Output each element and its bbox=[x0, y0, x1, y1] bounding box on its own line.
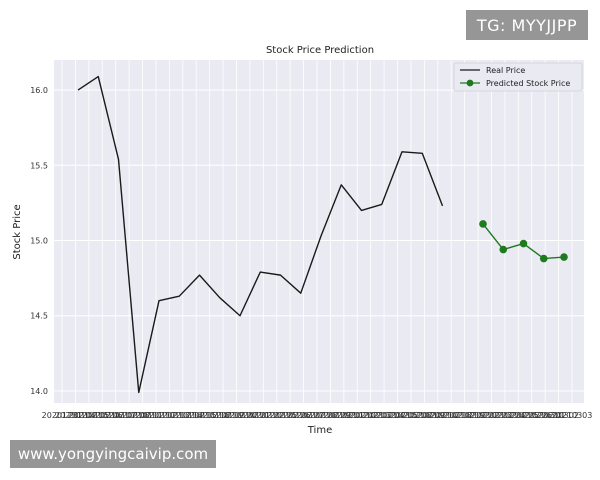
x-tick-label: 20210107 bbox=[95, 411, 136, 420]
x-tick-label: 20210114 bbox=[162, 411, 203, 420]
x-tick-label: 20210111 bbox=[122, 411, 163, 420]
series-point-1 bbox=[560, 253, 568, 261]
watermark-top: TG: MYYJJPP bbox=[466, 10, 588, 40]
x-tick-label: 20210126 bbox=[270, 411, 311, 420]
x-tick-label: 20210119 bbox=[203, 411, 244, 420]
x-tick-label: 20210127 bbox=[283, 411, 324, 420]
x-tick-label: 20210218 bbox=[431, 411, 472, 420]
x-tick-label: 20210125 bbox=[256, 411, 297, 420]
x-tick-label: 20210223 bbox=[471, 411, 512, 420]
y-tick-labels: 14.0 14.5 15.0 15.5 16.0 bbox=[30, 86, 48, 396]
x-tick-label: 20210122 bbox=[243, 411, 284, 420]
legend-pred-label: Predicted Stock Price bbox=[486, 79, 570, 88]
x-tick-label: 20210225 bbox=[498, 411, 539, 420]
x-axis-label: Time bbox=[307, 425, 332, 436]
x-tick-label: 20210118 bbox=[189, 411, 230, 420]
chart-title: Stock Price Prediction bbox=[266, 45, 374, 56]
x-tick-labels: 2020123120210104202101052021010620210107… bbox=[42, 411, 593, 420]
legend-real-label: Real Price bbox=[486, 66, 525, 75]
legend-pred-marker bbox=[466, 79, 474, 87]
series-point-1 bbox=[499, 245, 508, 254]
legend: Real Price Predicted Stock Price bbox=[453, 62, 583, 92]
x-tick-label: 20210226 bbox=[511, 411, 552, 420]
x-tick-label: 20210301 bbox=[525, 411, 566, 420]
grid-lines bbox=[54, 60, 584, 403]
x-tick-label: 20210208 bbox=[391, 411, 432, 420]
y-tick-label: 15.5 bbox=[30, 161, 48, 170]
x-tick-label: 20210205 bbox=[377, 411, 418, 420]
x-tick-label: 20210210 bbox=[417, 411, 458, 420]
x-tick-label: 20210115 bbox=[176, 411, 217, 420]
y-tick-label: 16.0 bbox=[30, 86, 48, 95]
y-axis-label: Stock Price bbox=[12, 204, 23, 259]
x-tick-label: 20210224 bbox=[485, 411, 526, 420]
x-tick-label: 20210104 bbox=[55, 411, 96, 420]
series-point-1 bbox=[479, 220, 487, 228]
series-point-1 bbox=[539, 254, 548, 263]
x-tick-label: 20210106 bbox=[82, 411, 123, 420]
x-tick-label: 20210108 bbox=[109, 411, 150, 420]
legend-box bbox=[453, 62, 583, 92]
x-tick-label: 20210203 bbox=[350, 411, 391, 420]
x-tick-label: 20210112 bbox=[136, 411, 177, 420]
y-tick-label: 14.0 bbox=[30, 387, 48, 396]
x-tick-label: 20210219 bbox=[444, 411, 485, 420]
x-tick-label: 20210303 bbox=[552, 411, 593, 420]
x-tick-label: 20210201 bbox=[323, 411, 364, 420]
x-tick-label: 20201231 bbox=[42, 411, 83, 420]
x-tick-label: 20210209 bbox=[404, 411, 445, 420]
series-line-0 bbox=[77, 75, 444, 394]
x-tick-label: 20210222 bbox=[458, 411, 499, 420]
x-tick-label: 20210202 bbox=[337, 411, 378, 420]
watermark-bottom: www.yongyingcaivip.com bbox=[10, 440, 216, 468]
x-tick-label: 20210129 bbox=[310, 411, 351, 420]
x-tick-label: 20210302 bbox=[538, 411, 579, 420]
x-tick-label: 20210128 bbox=[297, 411, 338, 420]
y-tick-label: 15.0 bbox=[30, 237, 48, 246]
x-tick-label: 20210105 bbox=[68, 411, 109, 420]
series-layer bbox=[77, 75, 568, 394]
series-point-1 bbox=[519, 239, 528, 248]
x-tick-label: 20210121 bbox=[230, 411, 271, 420]
x-tick-label: 20210204 bbox=[364, 411, 405, 420]
x-tick-label: 20210120 bbox=[216, 411, 257, 420]
x-tick-label: 20210113 bbox=[149, 411, 190, 420]
y-tick-label: 14.5 bbox=[30, 312, 48, 321]
